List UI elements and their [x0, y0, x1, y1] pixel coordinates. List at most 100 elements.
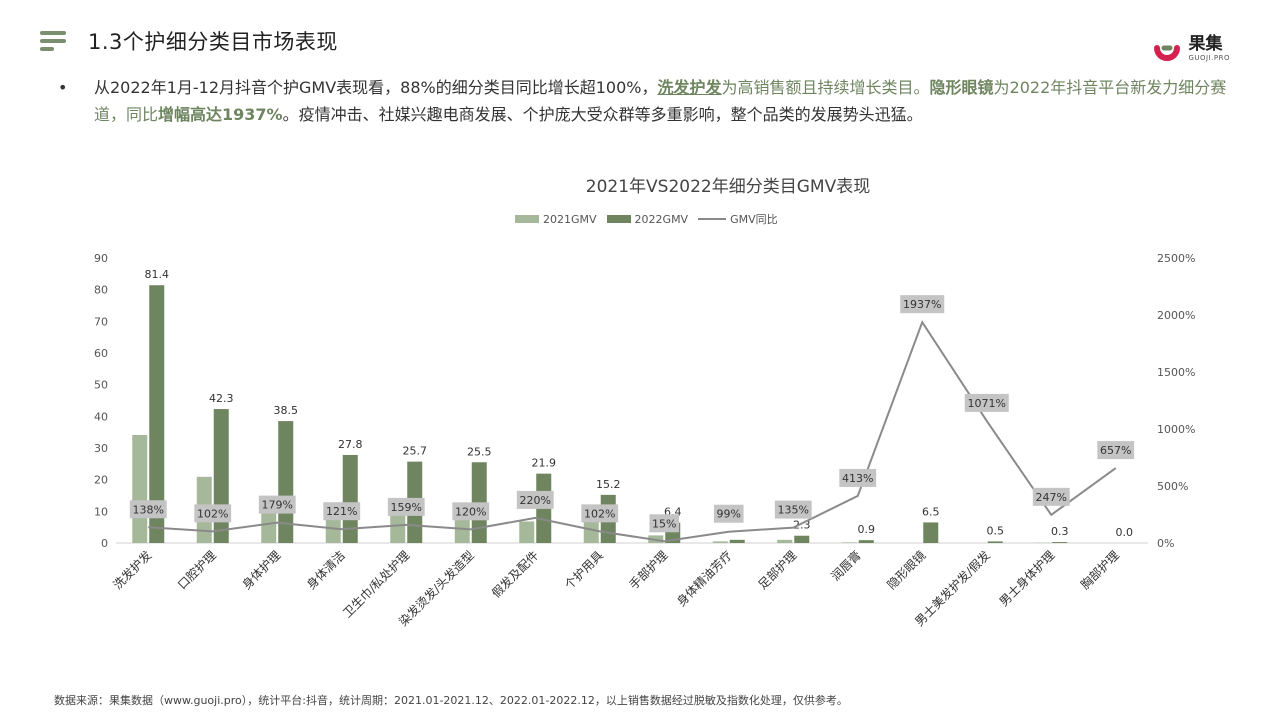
- chart-legend: 2021GMV 2022GMV GMV同比: [515, 211, 788, 227]
- bar-2022: [149, 285, 165, 543]
- summary-bullet: • 从2022年1月-12月抖音个护GMV表现看，88%的细分类目同比增长超10…: [58, 74, 1232, 128]
- bar-2022: [1052, 542, 1068, 543]
- y-tick-label: 80: [94, 284, 108, 297]
- bar-2021: [390, 511, 406, 543]
- yoy-label-box: [452, 502, 490, 521]
- yoy-label: 1071%: [968, 397, 1006, 410]
- bar-2022: [729, 539, 745, 543]
- bar-2022: [794, 535, 810, 543]
- y-tick-label: 30: [94, 442, 108, 455]
- yoy-label-box: [258, 495, 296, 514]
- yoy-label-box: [964, 393, 1009, 412]
- guoji-logo-icon: [1154, 45, 1181, 61]
- y-tick-label: 10: [94, 505, 108, 518]
- legend-label-2022: 2022GMV: [634, 212, 689, 226]
- yoy-label: 247%: [1036, 491, 1067, 504]
- yoy-label: 220%: [520, 494, 551, 507]
- bar-2021: [712, 541, 728, 543]
- summary-part-4: 。疫情冲击、社媒兴趣电商发展、个护庞大受众群等多重影响，整个品类的发展势头迅猛。: [282, 105, 923, 124]
- legend-swatch-yoy: [698, 218, 727, 220]
- summary-highlight-3: 增幅高达1937%: [158, 105, 283, 124]
- title-bar: 1.3个护细分类目市场表现: [40, 24, 338, 58]
- yoy-label: 102%: [584, 507, 615, 520]
- yoy-label: 179%: [262, 499, 293, 512]
- x-tick-label: 男士身体护理: [996, 548, 1058, 610]
- x-tick-label: 个护用具: [562, 548, 606, 592]
- yoy-label-box: [194, 504, 232, 523]
- bullet-dot: •: [58, 78, 68, 97]
- footer-source: 数据来源：果集数据（www.guoji.pro），统计平台:抖音，统计周期：20…: [54, 694, 848, 707]
- bar-value-label: 0.9: [858, 523, 876, 536]
- bar-value-label: 81.4: [145, 268, 170, 281]
- y2-tick-label: 500%: [1157, 480, 1188, 493]
- bar-value-label: 42.3: [209, 392, 234, 405]
- yoy-label-box: [839, 468, 877, 487]
- x-tick-label: 手部护理: [626, 548, 671, 593]
- bar-2022: [987, 541, 1003, 543]
- x-tick-label: 口腔护理: [174, 548, 219, 593]
- yoy-line: [148, 319, 1117, 543]
- brand-logo: 果集 GUOJI.PRO: [1152, 34, 1230, 64]
- bar-2022: [858, 540, 874, 543]
- yoy-label-box: [649, 514, 680, 533]
- x-tick-label: 胸部护理: [1077, 548, 1122, 593]
- menu-icon: [40, 29, 66, 53]
- legend-label-2021: 2021GMV: [543, 212, 597, 226]
- y-tick-label: 60: [94, 347, 108, 360]
- yoy-label: 159%: [391, 501, 422, 514]
- y2-tick-label: 0%: [1157, 537, 1174, 550]
- yoy-label: 102%: [197, 507, 228, 520]
- yoy-label-box: [774, 500, 812, 519]
- yoy-label: 99%: [717, 508, 741, 521]
- yoy-label-box: [387, 497, 425, 516]
- yoy-label: 135%: [778, 504, 809, 517]
- bar-value-label: 27.8: [338, 438, 363, 451]
- yoy-label: 121%: [326, 505, 357, 518]
- legend-item-2022: 2022GMV: [606, 212, 689, 226]
- bar-2022: [342, 454, 358, 543]
- y2-tick-label: 1000%: [1157, 423, 1195, 436]
- bar-value-label: 0.0: [1116, 526, 1134, 539]
- summary-part-1: 从2022年1月-12月抖音个护GMV表现看，88%的细分类目同比增长超100%…: [94, 78, 658, 97]
- legend-swatch-2022: [606, 215, 631, 223]
- x-tick-label: 卫生巾/私处护理: [340, 548, 412, 620]
- y-tick-label: 0: [101, 537, 108, 550]
- x-tick-label: 润唇膏: [828, 548, 864, 584]
- y-tick-label: 20: [94, 474, 108, 487]
- bar-value-label: 0.3: [1051, 525, 1069, 538]
- yoy-label-box: [516, 490, 554, 509]
- page-title: 1.3个护细分类目市场表现: [88, 30, 338, 54]
- bar-value-label: 38.5: [274, 404, 299, 417]
- y2-tick-label: 2000%: [1157, 309, 1195, 322]
- yoy-label: 15%: [652, 517, 676, 530]
- yoy-label: 413%: [842, 472, 873, 485]
- y2-tick-label: 2500%: [1157, 252, 1195, 265]
- summary-part-3: 为2022年抖音平台新发力细分赛道，同比: [94, 78, 1227, 124]
- summary-text: 从2022年1月-12月抖音个护GMV表现看，88%的细分类目同比增长超100%…: [94, 74, 1232, 128]
- bar-2021: [777, 539, 793, 543]
- chart-title: 2021年VS2022年细分类目GMV表现: [585, 177, 871, 197]
- summary-part-2: 为高销售额且持续增长类目。: [721, 78, 930, 97]
- y-tick-label: 50: [94, 379, 108, 392]
- x-tick-label: 身体精油芳疗: [673, 548, 735, 610]
- bar-2021: [583, 519, 599, 543]
- summary-highlight-1: 洗发护发: [657, 78, 722, 97]
- logo-en: GUOJI.PRO: [1188, 54, 1230, 62]
- bar-value-label: 15.2: [596, 478, 621, 491]
- legend-item-yoy: GMV同比: [698, 211, 778, 227]
- y-tick-label: 90: [94, 252, 108, 265]
- yoy-label: 1937%: [903, 298, 941, 311]
- legend-swatch-2021: [515, 215, 539, 223]
- x-tick-label: 隐形眼镜: [884, 548, 929, 593]
- yoy-label: 120%: [455, 505, 486, 518]
- logo-cn: 果集: [1188, 34, 1223, 54]
- bar-2022: [213, 409, 229, 543]
- y-tick-label: 70: [94, 315, 108, 328]
- bar-2021: [519, 521, 535, 543]
- legend-item-2021: 2021GMV: [515, 213, 597, 226]
- yoy-label-box: [713, 504, 744, 523]
- bar-value-label: 0.5: [987, 524, 1005, 537]
- x-tick-label: 假发及配件: [488, 548, 541, 601]
- bar-2022: [923, 522, 939, 543]
